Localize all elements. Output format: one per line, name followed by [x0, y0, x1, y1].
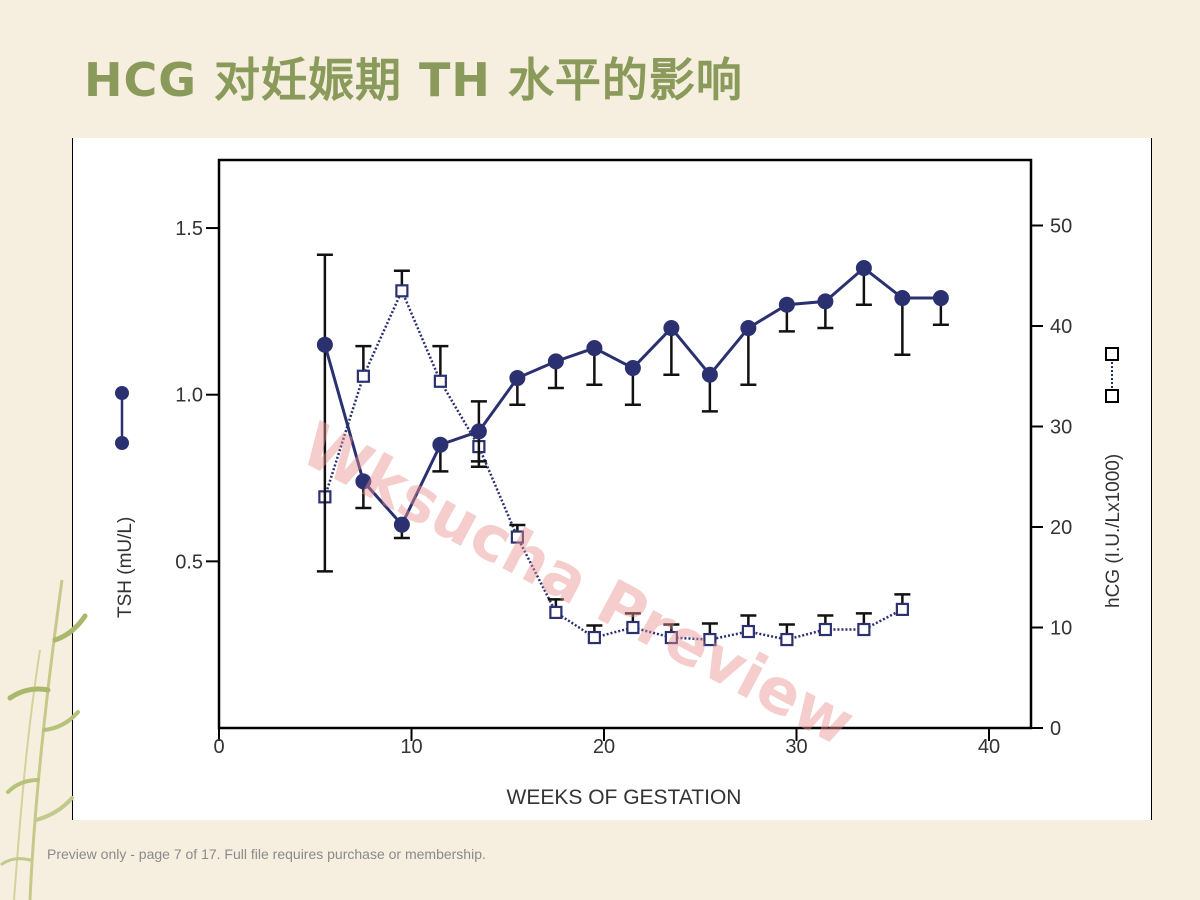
tsh-point [624, 360, 641, 377]
legend-tsh-key [115, 386, 129, 450]
y-right-tick-label: 20 [1050, 517, 1072, 539]
y-right-tick-label: 30 [1050, 417, 1072, 439]
tsh-point [894, 290, 911, 307]
x-tick-label: 40 [978, 736, 1000, 758]
hcg-point [818, 622, 832, 637]
hcg-point [895, 602, 909, 617]
y-right-tick-label: 10 [1050, 618, 1072, 640]
tsh-point [817, 293, 834, 310]
hcg-point [510, 530, 524, 544]
chart: 0 10 20 30 40 0.5 1.0 1.5 0 10 20 30 40 50 WEEKS OF… [115, 158, 1124, 809]
preview-footer: Preview only - page 7 of 17. Full file r… [47, 846, 486, 862]
tsh-point [432, 436, 449, 453]
tsh-point [701, 366, 718, 383]
x-tick-label: 10 [400, 736, 422, 758]
tsh-point [778, 296, 795, 313]
tsh-point [470, 423, 487, 440]
tsh-point [932, 290, 949, 307]
hcg-point [857, 622, 871, 637]
y-right-tick-label: 40 [1050, 316, 1072, 338]
y-left-tick-label: 0.5 [175, 551, 203, 573]
tsh-point [393, 516, 410, 533]
y-right-tick-label: 0 [1050, 718, 1061, 740]
hcg-point [780, 632, 794, 647]
hcg-point [626, 620, 640, 635]
hcg-point [395, 284, 409, 298]
tsh-point [355, 473, 372, 490]
tsh-point [855, 260, 872, 277]
hcg-point [664, 630, 678, 645]
y-right-tick-label: 50 [1050, 216, 1072, 238]
y-left-axis-label: TSH (mU/L) [115, 517, 136, 618]
tsh-point [509, 370, 526, 387]
y-left-tick-label: 1.5 [175, 218, 203, 240]
x-tick-label: 0 [213, 736, 224, 758]
plot-frame [217, 158, 1033, 730]
y-left-axis-label-group: TSH (mU/L) [115, 517, 136, 618]
hcg-point [549, 605, 563, 620]
hcg-point [703, 632, 717, 647]
chart-card: 0 10 20 30 40 0.5 1.0 1.5 0 10 20 30 40 50 WEEKS OF… [72, 138, 1152, 820]
watermark: Wksucha Preview [290, 408, 866, 761]
x-axis-label: WEEKS OF GESTATION [507, 786, 742, 809]
tsh-point [740, 320, 757, 337]
hcg-series-line [323, 287, 903, 641]
hcg-point [741, 624, 755, 639]
hcg-point [356, 369, 370, 383]
y-right-axis-label: hCG (I.U./Lx1000) [1103, 454, 1124, 608]
x-tick-label: 30 [785, 736, 807, 758]
tsh-point [316, 336, 333, 353]
x-tick-label: 20 [593, 736, 615, 758]
tsh-point [547, 353, 564, 370]
y-left-tick-label: 1.0 [175, 385, 203, 407]
hcg-point [433, 374, 447, 388]
tsh-point [663, 320, 680, 337]
y-right-axis-label-group: hCG (I.U./Lx1000) [1103, 454, 1124, 608]
hcg-point [587, 630, 601, 645]
legend-hcg-key [1105, 347, 1119, 403]
bamboo-decoration [0, 579, 88, 900]
tsh-point [586, 340, 603, 357]
page-title: HCG 对妊娠期 TH 水平的影响 [84, 53, 743, 107]
